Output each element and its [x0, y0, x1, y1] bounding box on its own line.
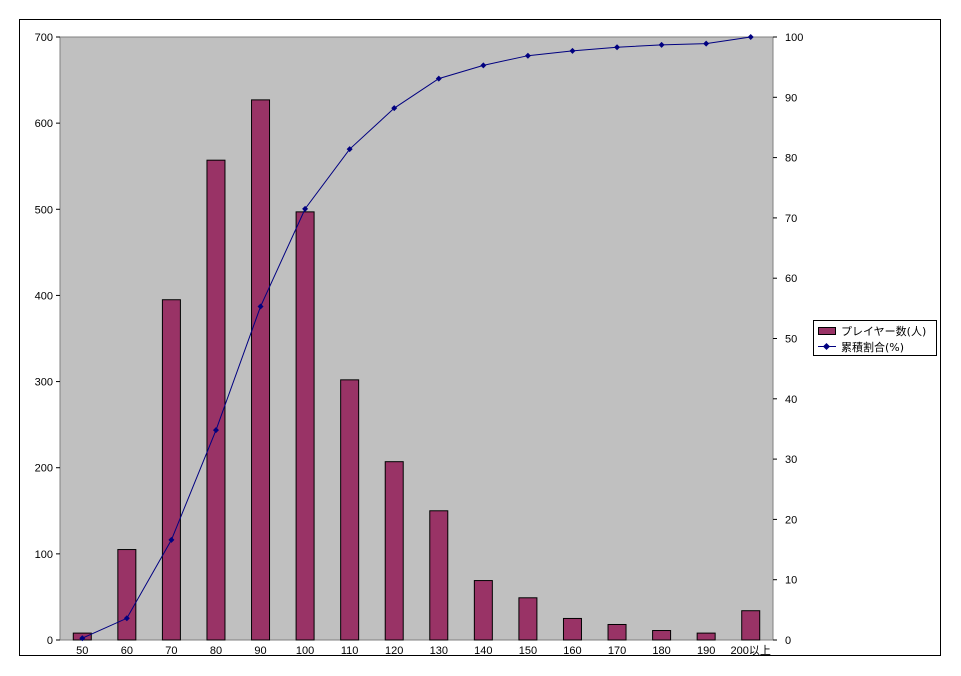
legend-label-bar: プレイヤー数(人) [841, 325, 927, 338]
legend-item-line: 累積割合(%) [818, 339, 904, 355]
line-marker-150 [524, 52, 531, 59]
y-left-tick-label: 0 [47, 635, 53, 647]
x-tick-label: 70 [165, 645, 177, 657]
bar-180 [652, 630, 672, 641]
line-marker-70 [168, 536, 175, 543]
y-right-tick-label: 20 [785, 514, 797, 526]
bar-200以上 [741, 610, 761, 641]
line-marker-140 [480, 62, 487, 69]
bar-60 [117, 549, 137, 641]
y-right-tick-label: 50 [785, 334, 797, 346]
y-left-tick-label: 700 [35, 32, 53, 44]
y-right-tick-label: 0 [785, 635, 791, 647]
y-left-tick-label: 200 [35, 463, 53, 475]
line-marker-90 [257, 303, 264, 310]
bar-140 [473, 580, 493, 641]
bar-120 [384, 461, 404, 641]
line-marker-80 [212, 427, 219, 434]
legend-swatch-bar [818, 327, 836, 335]
x-tick-label: 140 [474, 645, 492, 657]
x-tick-label: 170 [608, 645, 626, 657]
y-left-tick-label: 100 [35, 549, 53, 561]
y-right-tick-label: 30 [785, 454, 797, 466]
legend-item-bar: プレイヤー数(人) [818, 323, 926, 339]
x-tick-label: 160 [563, 645, 581, 657]
bar-110 [340, 379, 360, 641]
y-right-tick-label: 80 [785, 153, 797, 165]
legend: プレイヤー数(人) 累積割合(%) [813, 320, 937, 356]
bar-80 [206, 159, 226, 641]
y-left-tick-label: 500 [35, 204, 53, 216]
bar-160 [562, 617, 582, 641]
line-marker-120 [391, 105, 398, 112]
y-right-tick-label: 40 [785, 394, 797, 406]
x-tick-label: 100 [296, 645, 314, 657]
x-tick-label: 150 [519, 645, 537, 657]
x-tick-label: 200以上 [731, 644, 771, 657]
bar-130 [429, 510, 449, 641]
cumulative-line [82, 36, 751, 639]
chart-frame [19, 19, 941, 656]
y-axis-right: 0 10 20 30 40 50 60 70 80 90 100 [773, 32, 803, 647]
x-tick-label: 110 [341, 645, 359, 657]
y-left-tick-label: 600 [35, 118, 53, 130]
line-marker-60 [123, 615, 130, 622]
line-marker-50 [79, 635, 86, 642]
line-marker-100 [302, 205, 309, 212]
y-left-tick-label: 300 [35, 377, 53, 389]
x-tick-label: 190 [697, 645, 715, 657]
line-marker-160 [569, 47, 576, 54]
y-right-tick-label: 60 [785, 273, 797, 285]
line-series [79, 34, 754, 642]
bar-170 [607, 623, 627, 641]
x-tick-label: 60 [121, 645, 133, 657]
y-right-tick-label: 100 [785, 32, 803, 44]
line-marker-180 [658, 41, 665, 48]
bar-150 [518, 597, 538, 641]
line-marker-170 [614, 44, 621, 51]
x-tick-label: 50 [76, 645, 88, 657]
y-axis-left: 0 100 200 300 400 500 600 700 [35, 32, 60, 647]
bar-90 [251, 99, 271, 641]
legend-swatch-line [818, 343, 836, 351]
x-tick-label: 180 [652, 645, 670, 657]
bar-70 [161, 299, 181, 641]
x-tick-label: 120 [385, 645, 403, 657]
x-axis: 50 60 70 80 90 100 110 120 130 140 150 160 170 180 190… [76, 644, 771, 657]
y-left-tick-label: 400 [35, 290, 53, 302]
x-tick-label: 130 [430, 645, 448, 657]
line-marker-200以上 [747, 34, 754, 40]
y-right-tick-label: 90 [785, 92, 797, 104]
bar-100 [295, 211, 315, 641]
line-marker-130 [435, 75, 442, 82]
y-right-tick-label: 70 [785, 213, 797, 225]
line-marker-110 [346, 146, 353, 153]
line-marker-190 [703, 40, 710, 47]
x-tick-label: 80 [210, 645, 222, 657]
x-tick-label: 90 [254, 645, 266, 657]
legend-label-line: 累積割合(%) [841, 341, 905, 354]
bar-190 [696, 632, 716, 641]
y-right-tick-label: 10 [785, 575, 797, 587]
bar-series [72, 99, 761, 641]
